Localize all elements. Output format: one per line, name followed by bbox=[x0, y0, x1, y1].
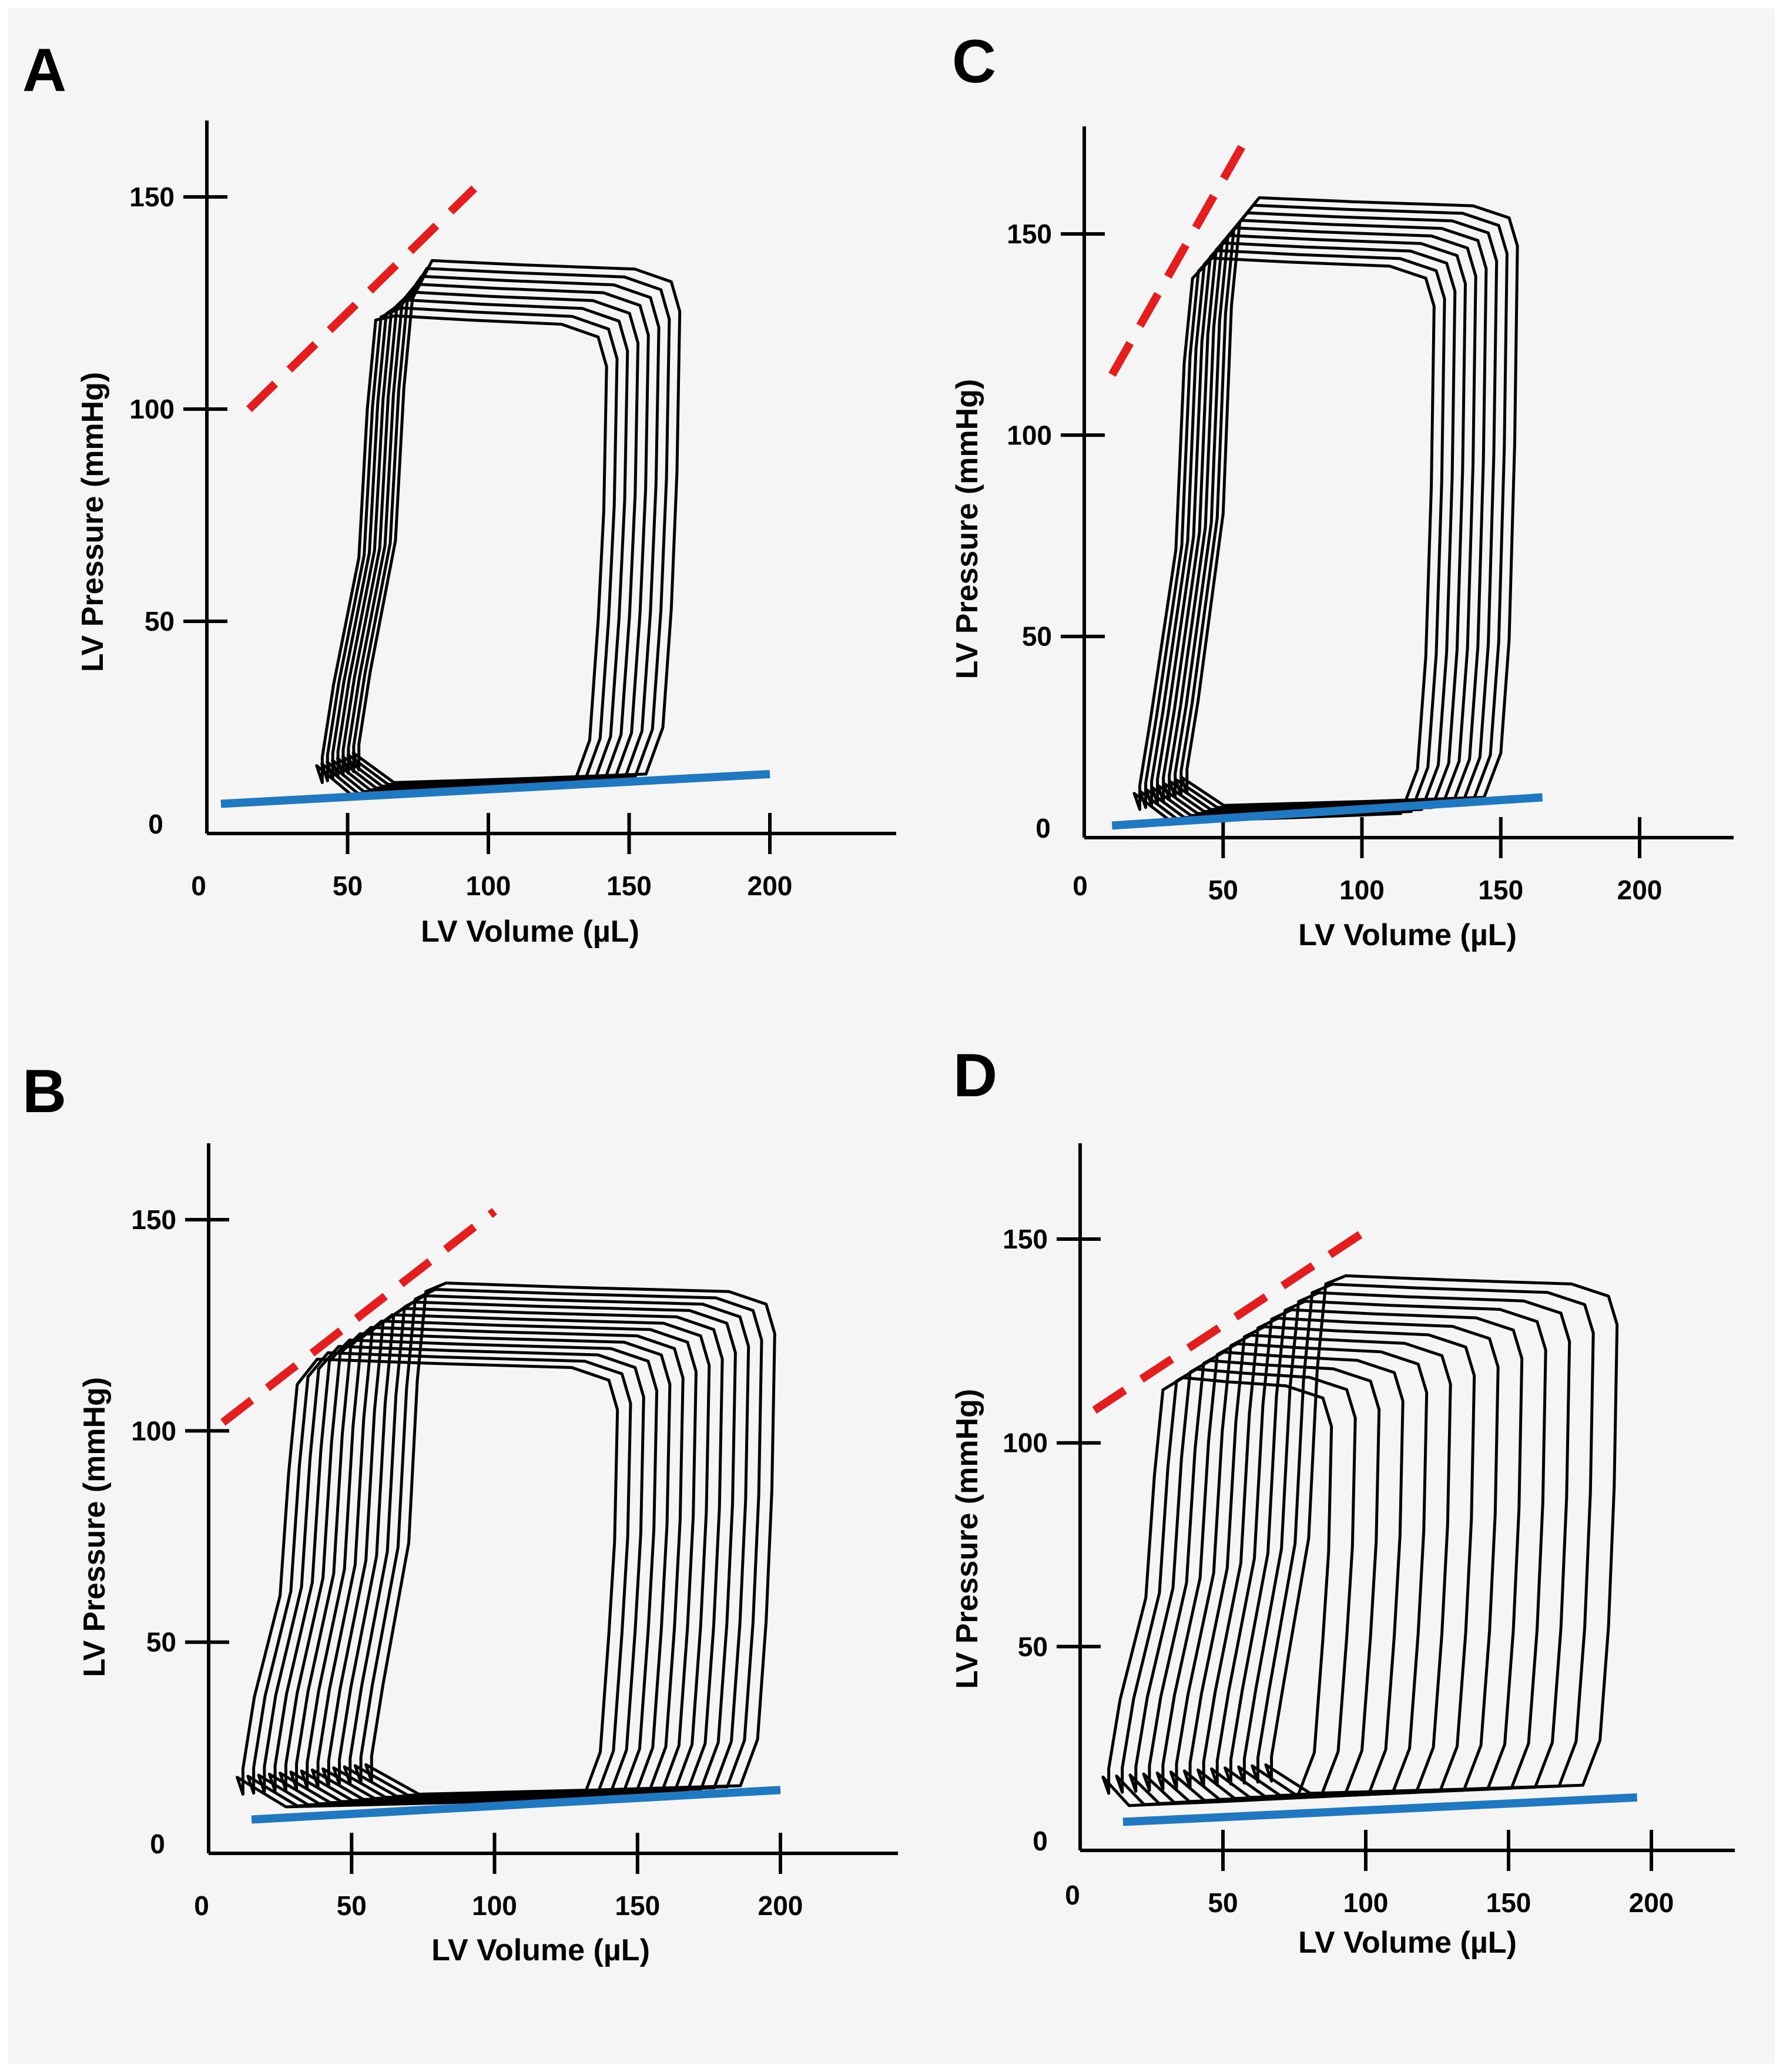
x-origin-label-c: 0 bbox=[1073, 871, 1088, 901]
panel-a: A 50 100 150 200 50 100 150 0 0 LV Volume (µL)… bbox=[22, 36, 896, 949]
y-axis-label-b: LV Pressure (mmHg) bbox=[78, 1377, 112, 1678]
y-origin-label-a: 0 bbox=[148, 809, 163, 839]
x-origin-label-b: 0 bbox=[194, 1890, 209, 1921]
y-tick-label-d-100: 100 bbox=[1003, 1428, 1048, 1458]
x-tick-label-b-200: 200 bbox=[758, 1890, 803, 1921]
x-tick-label-a-150: 150 bbox=[606, 871, 652, 901]
panel-label-c: C bbox=[952, 28, 996, 96]
x-tick-label-a-50: 50 bbox=[333, 871, 363, 901]
x-tick-label-d-100: 100 bbox=[1343, 1887, 1389, 1918]
pv-loop-a-5 bbox=[336, 283, 650, 790]
y-axis-label-d: LV Pressure (mmHg) bbox=[950, 1389, 984, 1689]
espvr-line-c bbox=[1108, 143, 1246, 377]
x-tick-label-c-200: 200 bbox=[1617, 875, 1663, 905]
x-tick-label-c-50: 50 bbox=[1208, 875, 1238, 905]
edpvr-line-b bbox=[251, 1786, 781, 1824]
pv-loop-c-1 bbox=[1132, 256, 1436, 824]
pv-loop-d-13 bbox=[1264, 1274, 1619, 1795]
y-axis-label-c: LV Pressure (mmHg) bbox=[950, 379, 984, 679]
x-tick-label-a-100: 100 bbox=[466, 871, 511, 901]
x-origin-label-a: 0 bbox=[191, 871, 206, 901]
y-axis-label-a: LV Pressure (mmHg) bbox=[76, 372, 110, 672]
y-origin-label-b: 0 bbox=[150, 1829, 165, 1859]
y-tick-label-d-150: 150 bbox=[1003, 1224, 1048, 1254]
panel-label-a: A bbox=[22, 36, 66, 105]
pv-loop-a-6 bbox=[341, 275, 661, 788]
x-tick-label-a-200: 200 bbox=[748, 871, 793, 901]
y-tick-label-c-50: 50 bbox=[1022, 621, 1052, 652]
y-tick-label-b-100: 100 bbox=[131, 1415, 176, 1446]
y-origin-label-d: 0 bbox=[1033, 1826, 1048, 1856]
pv-loop-a-7 bbox=[346, 267, 671, 786]
pv-loop-c-9 bbox=[1179, 196, 1519, 807]
edpvr-line-a bbox=[220, 769, 770, 808]
panel-d: D 50 100 150 200 50 100 150 0 0 LV Volume (µL)… bbox=[950, 1042, 1735, 1960]
x-tick-label-d-150: 150 bbox=[1486, 1887, 1531, 1918]
pv-loop-a-8 bbox=[351, 259, 682, 784]
panel-label-d: D bbox=[953, 1042, 997, 1110]
espvr-line-b bbox=[220, 1208, 497, 1426]
pv-loop-b-13 bbox=[364, 1281, 776, 1796]
panel-label-b: B bbox=[22, 1057, 66, 1126]
edpvr-line-c bbox=[1111, 793, 1543, 830]
x-tick-label-c-150: 150 bbox=[1478, 875, 1523, 905]
figure-background bbox=[8, 8, 1775, 2064]
y-tick-label-a-50: 50 bbox=[145, 606, 175, 637]
x-axis-label-b: LV Volume (µL) bbox=[431, 1933, 650, 1967]
x-tick-label-b-100: 100 bbox=[472, 1890, 517, 1921]
y-tick-label-c-150: 150 bbox=[1007, 219, 1052, 249]
pv-loop-c-7 bbox=[1168, 211, 1499, 811]
x-tick-label-d-50: 50 bbox=[1208, 1887, 1238, 1918]
y-tick-label-c-100: 100 bbox=[1007, 420, 1052, 450]
edpvr-line-d bbox=[1122, 1793, 1638, 1826]
panel-b: B 50 100 150 200 50 100 150 0 0 LV Volume (µL)… bbox=[22, 1057, 898, 1967]
y-tick-label-b-50: 50 bbox=[146, 1627, 176, 1658]
x-origin-label-d: 0 bbox=[1065, 1880, 1080, 1910]
x-axis-label-a: LV Volume (µL) bbox=[421, 915, 639, 949]
panel-c: C 50 100 150 200 50 100 150 0 0 LV Volume (µL)… bbox=[950, 28, 1734, 952]
x-tick-label-d-200: 200 bbox=[1629, 1887, 1674, 1918]
y-tick-label-a-150: 150 bbox=[129, 182, 175, 212]
x-axis-label-d: LV Volume (µL) bbox=[1298, 1926, 1517, 1960]
y-tick-label-d-50: 50 bbox=[1018, 1631, 1048, 1662]
y-tick-label-a-100: 100 bbox=[129, 394, 175, 424]
y-origin-label-c: 0 bbox=[1035, 813, 1051, 843]
x-tick-label-b-50: 50 bbox=[337, 1890, 367, 1921]
x-tick-label-c-100: 100 bbox=[1339, 875, 1385, 905]
pv-loop-c-8 bbox=[1174, 203, 1509, 809]
x-tick-label-b-150: 150 bbox=[615, 1890, 660, 1921]
y-tick-label-b-150: 150 bbox=[131, 1204, 176, 1235]
x-axis-label-c: LV Volume (µL) bbox=[1298, 918, 1517, 952]
